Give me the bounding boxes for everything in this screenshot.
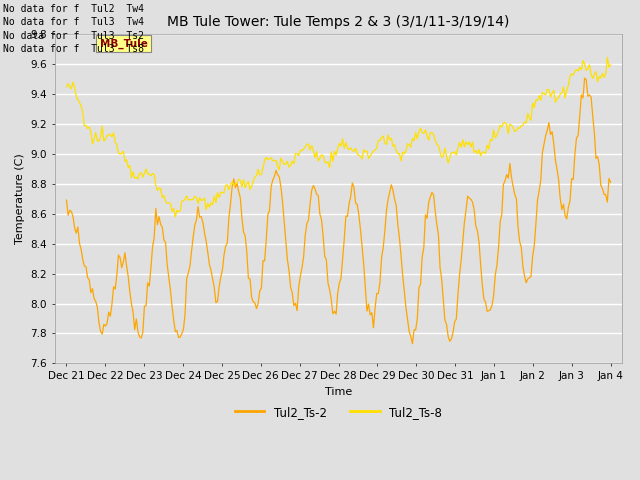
Text: MB_Tule: MB_Tule (99, 38, 147, 48)
Legend: Tul2_Ts-2, Tul2_Ts-8: Tul2_Ts-2, Tul2_Ts-8 (230, 401, 447, 423)
X-axis label: Time: Time (325, 386, 352, 396)
Title: MB Tule Tower: Tule Temps 2 & 3 (3/1/11-3/19/14): MB Tule Tower: Tule Temps 2 & 3 (3/1/11-… (167, 15, 509, 29)
Text: No data for f  Tul3  Ts8: No data for f Tul3 Ts8 (3, 44, 144, 54)
Text: No data for f  Tul2  Tw4: No data for f Tul2 Tw4 (3, 4, 144, 14)
Text: No data for f  Tul3  Ts2: No data for f Tul3 Ts2 (3, 31, 144, 41)
Y-axis label: Temperature (C): Temperature (C) (15, 154, 25, 244)
Text: No data for f  Tul3  Tw4: No data for f Tul3 Tw4 (3, 17, 144, 27)
